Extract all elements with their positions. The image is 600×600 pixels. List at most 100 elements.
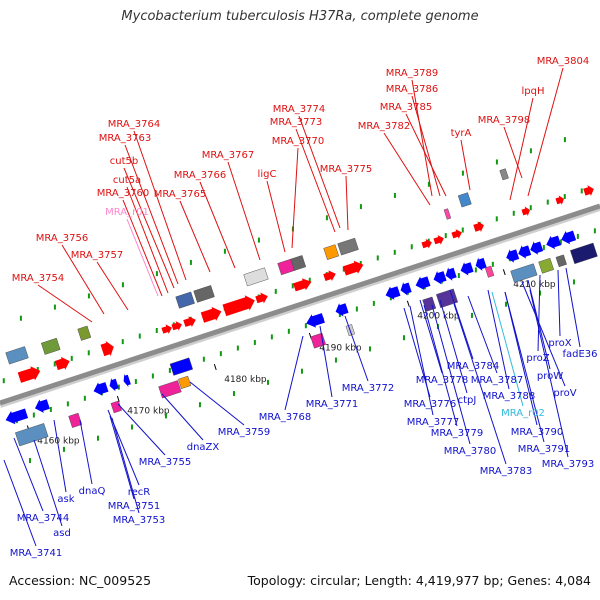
minor-tick: [359, 204, 362, 210]
reverse-feature-box: [570, 242, 598, 265]
minor-tick: [393, 249, 396, 255]
minor-tick: [495, 159, 498, 165]
reverse-feature-box: [436, 288, 459, 309]
reverse-gene-glyph: [445, 267, 457, 281]
forward-leader-line: [199, 181, 236, 269]
minor-tick: [410, 244, 413, 250]
forward-feature-box-shape: [243, 267, 269, 287]
reverse-feature-box-shape: [178, 375, 192, 389]
reverse-gene-glyph-shape: [306, 313, 325, 328]
scale-label: 4210 kbp: [513, 280, 556, 290]
reverse-gene-label: MRA_3793: [542, 459, 594, 470]
reverse-gene-glyph-shape: [475, 257, 487, 271]
forward-gene-label: MRA_3765: [154, 189, 206, 200]
forward-gene-glyph: [222, 295, 255, 317]
forward-leader-line: [527, 67, 564, 197]
forward-feature-box-shape: [499, 168, 509, 181]
forward-gene-glyph: [183, 316, 196, 327]
minor-tick: [151, 373, 154, 379]
forward-gene-glyph-shape: [17, 366, 41, 383]
forward-gene-glyph-shape: [183, 316, 196, 327]
minor-tick: [287, 328, 290, 334]
minor-tick: [300, 368, 303, 374]
reverse-gene-label: MRA_3778: [416, 375, 468, 386]
forward-feature-box-shape: [290, 255, 307, 271]
forward-feature-box: [290, 255, 307, 271]
reverse-leader-line: [431, 304, 471, 445]
reverse-leader-line: [419, 299, 443, 374]
minor-tick: [36, 367, 39, 373]
forward-gene-label: MRA_3789: [386, 68, 438, 79]
minor-tick: [512, 210, 515, 216]
forward-gene-glyph: [451, 229, 462, 239]
reverse-gene-glyph-shape: [445, 267, 457, 281]
reverse-gene-glyph: [306, 313, 325, 328]
reverse-feature-box: [178, 375, 192, 389]
forward-leader-line: [295, 128, 336, 233]
reverse-gene-label: MRA_3744: [17, 513, 69, 524]
reverse-gene-glyph: [433, 271, 447, 285]
minor-tick: [66, 401, 69, 407]
reverse-feature-box: [422, 296, 437, 312]
forward-leader-line: [411, 95, 441, 197]
minor-tick: [87, 350, 90, 356]
minor-tick: [470, 312, 473, 318]
reverse-feature-box-shape: [68, 412, 83, 428]
forward-gene-glyph-shape: [54, 356, 70, 371]
reverse-leader-line: [557, 269, 561, 337]
minor-tick: [563, 137, 566, 143]
reverse-leader-line: [409, 305, 434, 416]
forward-gene-label: MRA_3770: [272, 136, 324, 147]
forward-leader-line: [37, 284, 93, 323]
forward-feature-box-shape: [443, 208, 452, 220]
forward-gene-label: MRA_3773: [270, 117, 322, 128]
minor-tick: [576, 233, 579, 239]
forward-leader-line: [411, 79, 433, 197]
reverse-gene-label: MRA_3784: [447, 361, 499, 372]
minor-tick: [308, 277, 311, 283]
minor-tick: [580, 188, 583, 194]
reverse-gene-glyph: [109, 378, 119, 392]
forward-feature-box-shape: [41, 337, 61, 355]
forward-feature-box: [243, 267, 269, 287]
forward-gene-glyph: [255, 292, 268, 304]
minor-tick: [130, 424, 133, 430]
forward-gene-glyph: [323, 270, 336, 281]
forward-gene-glyph-shape: [222, 295, 255, 317]
reverse-gene-glyph-shape: [123, 373, 131, 388]
minor-tick: [83, 395, 86, 401]
forward-leader-line: [179, 200, 211, 273]
forward-feature-box: [499, 168, 509, 181]
forward-gene-glyph: [421, 239, 432, 249]
reverse-feature-box: [538, 257, 555, 274]
forward-leader-line: [266, 180, 286, 253]
forward-gene-glyph-shape: [342, 260, 364, 276]
minor-tick: [155, 271, 158, 277]
minor-tick: [168, 367, 171, 373]
reverse-gene-label: MRA_3741: [10, 548, 62, 559]
reverse-leader-line: [284, 335, 304, 411]
reverse-gene-glyph-shape: [5, 408, 29, 425]
reverse-gene-label: MRA_3751: [108, 501, 160, 512]
forward-feature-box: [337, 237, 359, 256]
forward-gene-label: MRA_3775: [320, 164, 372, 175]
forward-gene-glyph-shape: [323, 270, 336, 281]
forward-leader-line: [503, 126, 523, 179]
forward-gene-label: MRA_3786: [386, 84, 438, 95]
reverse-leader-line: [527, 279, 551, 370]
reverse-gene-glyph-shape: [561, 230, 577, 245]
minor-tick: [542, 245, 545, 251]
forward-gene-glyph-shape: [421, 239, 432, 249]
reverse-leader-line: [79, 419, 93, 485]
reverse-gene-label: MRA_3779: [431, 428, 483, 439]
genome-summary: Topology: circular; Length: 4,419,977 bp…: [247, 573, 591, 588]
reverse-leader-line: [467, 295, 498, 374]
minor-tick: [491, 261, 494, 267]
minor-tick: [189, 259, 192, 265]
reverse-leader-line: [161, 393, 204, 441]
forward-gene-label: cut5a: [113, 175, 141, 186]
forward-gene-glyph-shape: [555, 195, 564, 205]
minor-tick: [338, 312, 341, 318]
forward-feature-box-shape: [77, 325, 92, 341]
minor-tick: [62, 446, 65, 452]
